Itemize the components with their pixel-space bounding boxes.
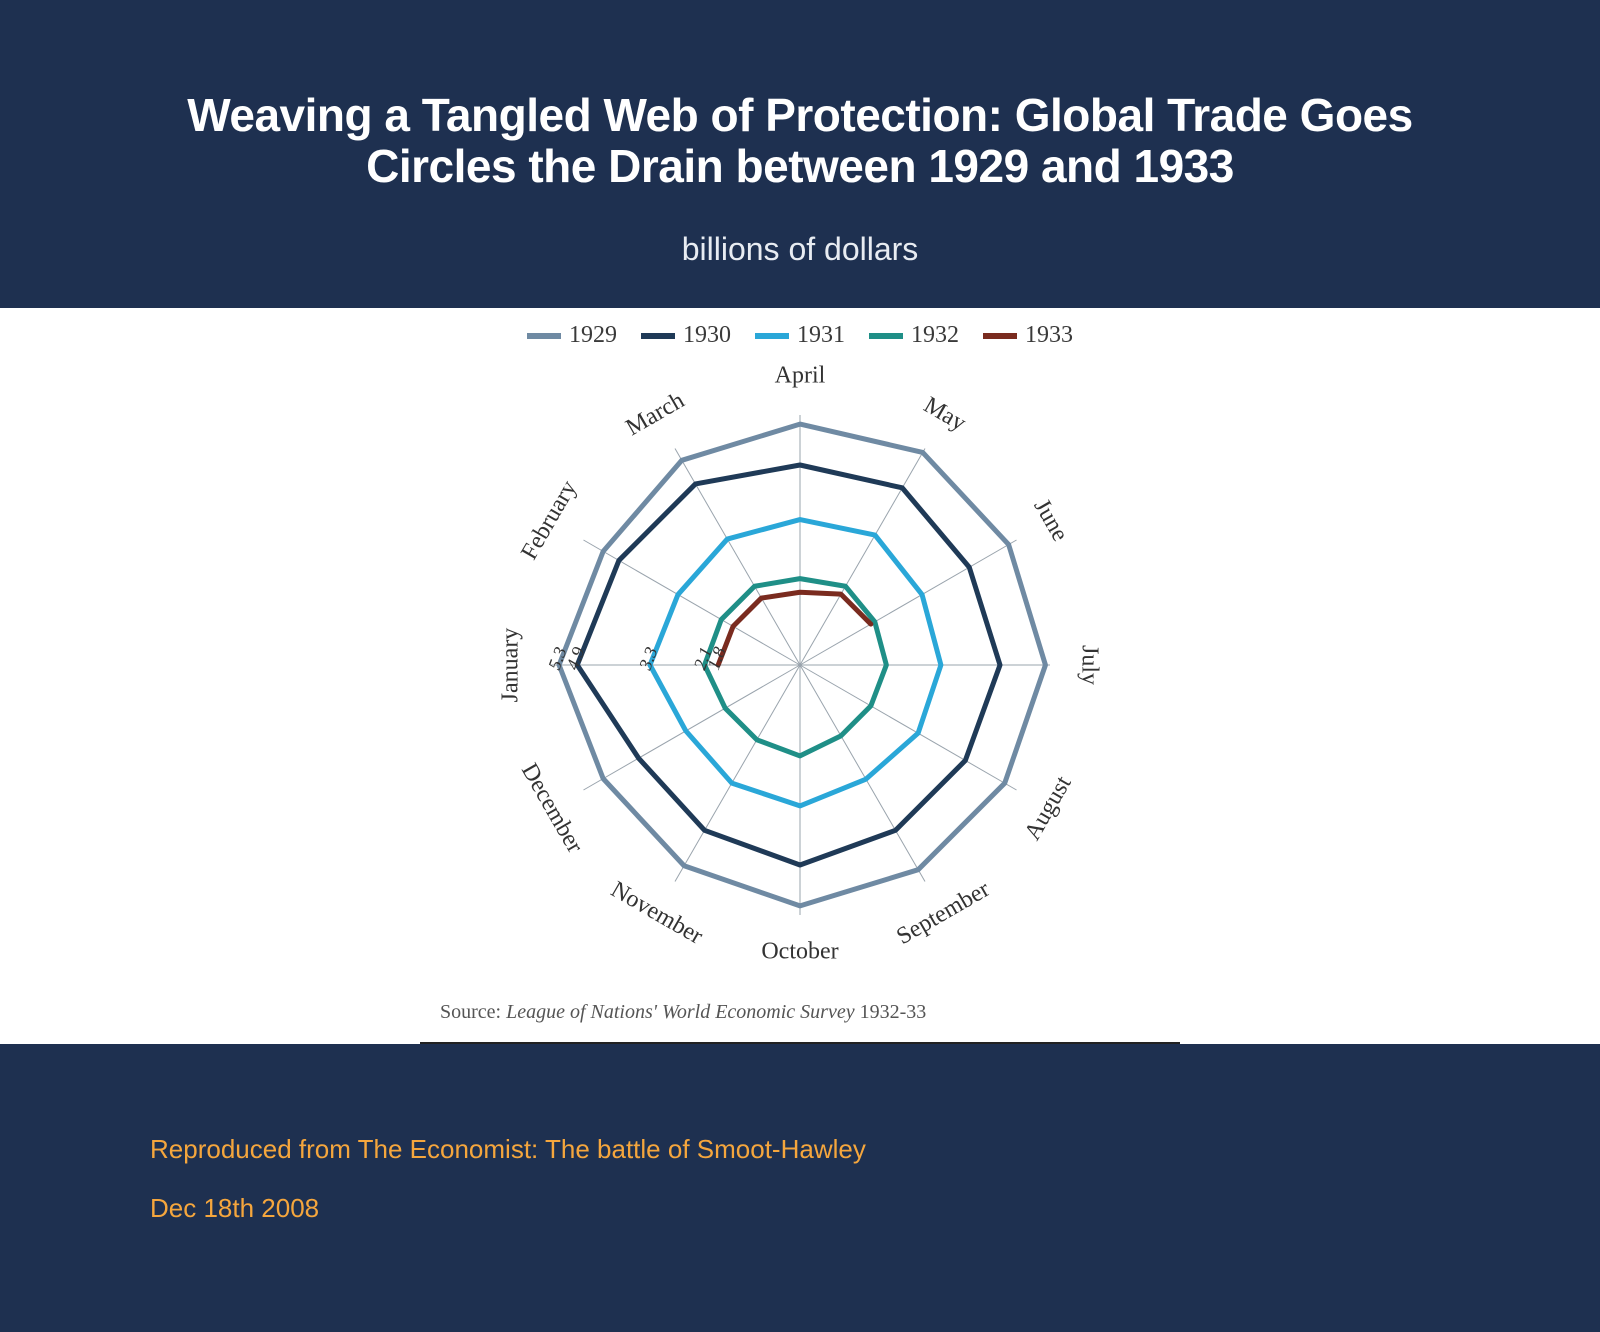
legend-swatch	[755, 333, 789, 339]
header: Weaving a Tangled Web of Protection: Glo…	[0, 0, 1600, 308]
chart-container: 1929 1930 1931 1932 1933 April May June July Aug…	[420, 308, 1180, 1044]
chart-legend: 1929 1930 1931 1932 1933	[440, 322, 1160, 349]
source-label: Source:	[440, 1001, 501, 1023]
publication-date: Dec 18th 2008	[150, 1193, 1450, 1224]
svg-text:January: January	[498, 628, 524, 703]
legend-item: 1930	[641, 322, 731, 349]
legend-item: 1931	[755, 322, 845, 349]
legend-label: 1933	[1025, 322, 1073, 349]
svg-text:February: February	[516, 476, 582, 564]
svg-text:December: December	[516, 759, 588, 857]
svg-text:July: July	[1076, 645, 1102, 685]
chart-band: 1929 1930 1931 1932 1933 April May June July Aug…	[0, 308, 1600, 1044]
legend-item: 1929	[527, 322, 617, 349]
page-title: Weaving a Tangled Web of Protection: Glo…	[170, 90, 1430, 191]
attribution-text: Reproduced from The Economist: The battl…	[150, 1134, 1450, 1165]
source-years: 1932-33	[860, 1001, 927, 1023]
slide: Weaving a Tangled Web of Protection: Glo…	[0, 0, 1600, 1332]
legend-swatch	[869, 333, 903, 339]
legend-label: 1931	[797, 322, 845, 349]
svg-text:April: April	[775, 363, 826, 389]
svg-text:October: October	[761, 939, 838, 965]
legend-label: 1932	[911, 322, 959, 349]
footer: Reproduced from The Economist: The battl…	[0, 1044, 1600, 1332]
legend-label: 1930	[683, 322, 731, 349]
svg-text:March: March	[622, 388, 689, 442]
legend-item: 1932	[869, 322, 959, 349]
svg-text:June: June	[1028, 495, 1073, 546]
radar-chart: April May June July August September October No…	[440, 355, 1160, 995]
svg-text:August: August	[1020, 772, 1077, 845]
legend-swatch	[983, 333, 1017, 339]
legend-swatch	[641, 333, 675, 339]
page-subtitle: billions of dollars	[110, 231, 1490, 268]
chart-source: Source: League of Nations' World Economi…	[440, 1001, 1160, 1024]
svg-text:May: May	[919, 392, 970, 437]
svg-text:November: November	[606, 877, 707, 950]
legend-item: 1933	[983, 322, 1073, 349]
svg-text:September: September	[892, 876, 994, 950]
legend-swatch	[527, 333, 561, 339]
legend-label: 1929	[569, 322, 617, 349]
source-text: League of Nations' World Economic Survey	[506, 1001, 855, 1023]
